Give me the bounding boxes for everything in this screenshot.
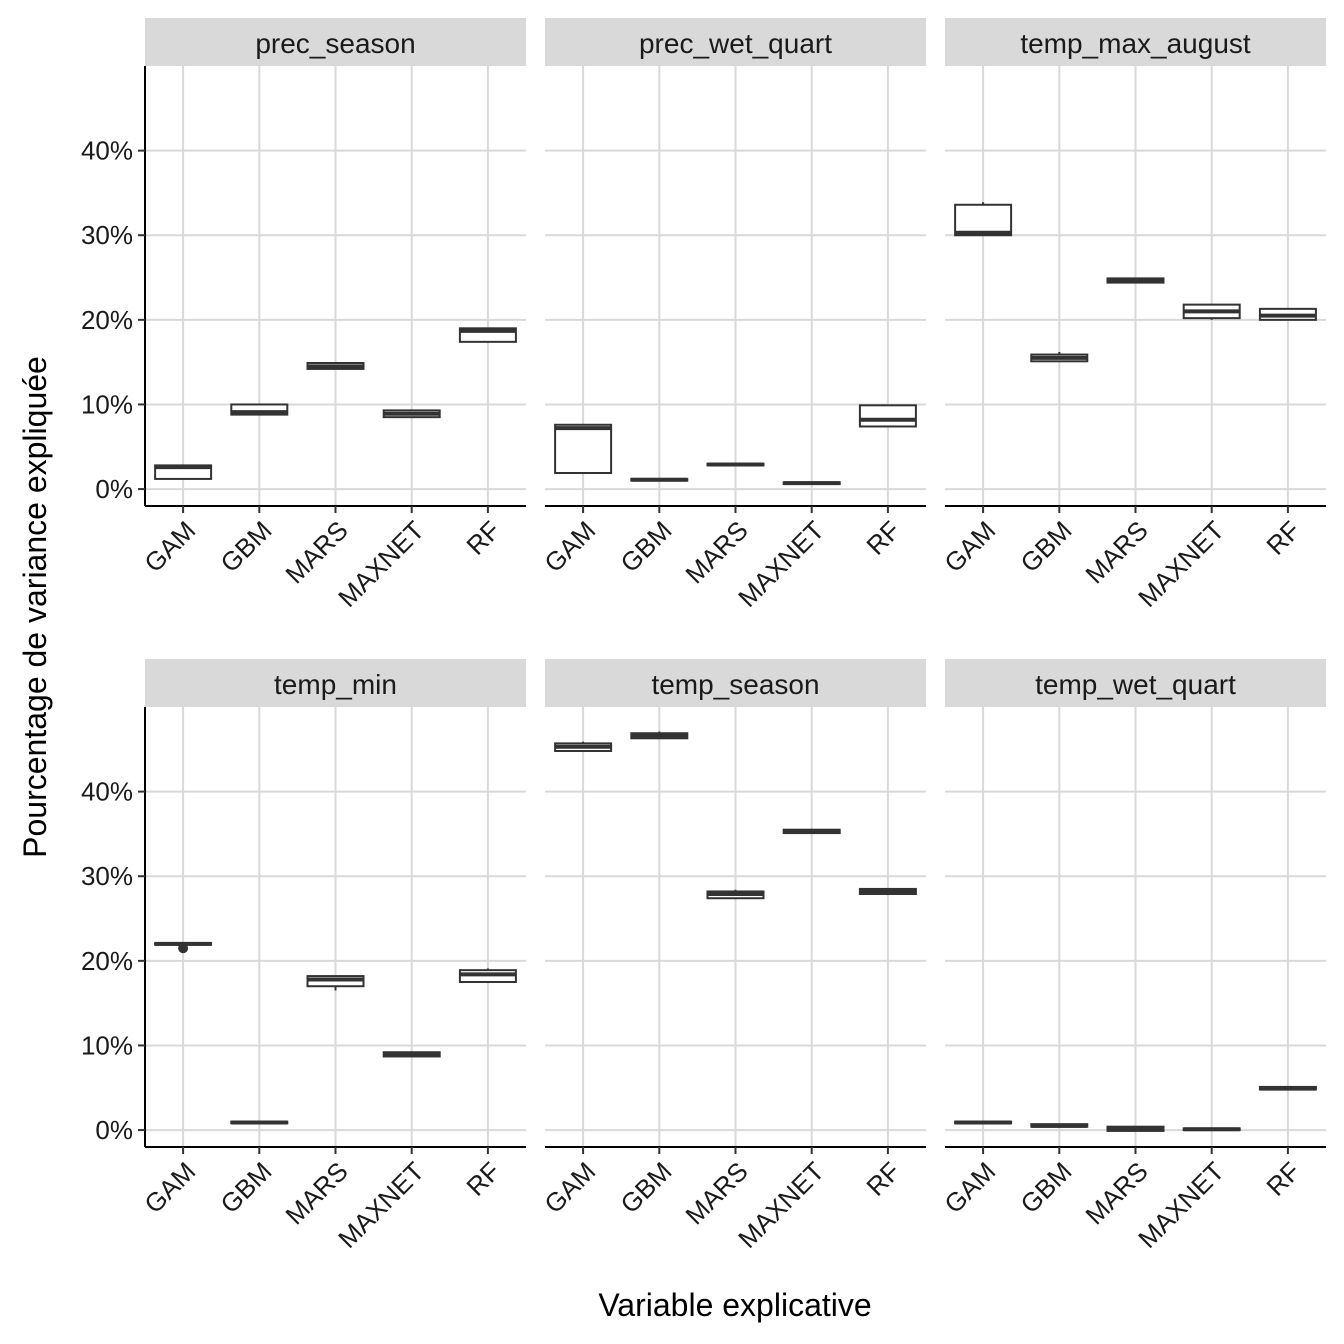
y-tick-label: 40% [81, 136, 133, 166]
box-MAXNET [382, 409, 441, 419]
box-GBM [230, 1120, 289, 1125]
panel-strip [945, 18, 1326, 66]
panel-strip-label: prec_season [255, 28, 415, 59]
box-iqr [858, 404, 917, 428]
box-GBM [630, 731, 689, 740]
panel-strip-label: temp_season [651, 669, 819, 700]
y-tick-label: 10% [81, 389, 133, 419]
x-axis-title: Variable explicative [598, 1287, 871, 1323]
box-GBM [1030, 1123, 1089, 1128]
y-tick-label: 40% [81, 777, 133, 807]
panel-strip [545, 18, 926, 66]
panel-strip-label: temp_min [274, 669, 397, 700]
box-MAXNET [782, 828, 841, 835]
box-MAXNET [1182, 1127, 1241, 1132]
y-axis-title: Pourcentage de variance expliquée [17, 356, 53, 858]
box-iqr [954, 203, 1013, 237]
outlier-point [178, 943, 189, 954]
box-RF [858, 887, 917, 896]
box-RF [458, 327, 517, 343]
box-iqr [554, 423, 613, 474]
box-GBM [630, 477, 689, 482]
box-MAXNET [782, 481, 841, 486]
y-tick-label: 20% [81, 305, 133, 335]
box-MARS [1106, 277, 1165, 284]
box-GAM [154, 464, 213, 480]
box-GAM [154, 941, 213, 954]
y-tick-label: 0% [95, 1115, 133, 1145]
y-tick-label: 0% [95, 474, 133, 504]
box-MARS [706, 889, 765, 900]
box-MARS [306, 975, 365, 991]
box-RF [858, 404, 917, 428]
box-RF [1258, 307, 1317, 321]
panel-strip-label: temp_wet_quart [1035, 669, 1236, 700]
box-RF [458, 968, 517, 984]
box-GAM [554, 423, 613, 474]
box-GAM [954, 1120, 1013, 1125]
y-tick-label: 30% [81, 220, 133, 250]
box-MARS [706, 462, 765, 467]
box-MAXNET [1182, 303, 1241, 320]
panel-strip [145, 659, 526, 707]
panel-strip [545, 659, 926, 707]
box-GBM [1030, 352, 1089, 363]
y-tick-label: 10% [81, 1030, 133, 1060]
box-MAXNET [382, 1051, 441, 1058]
box-GBM [230, 403, 289, 416]
box-GAM [954, 202, 1013, 237]
box-MARS [306, 362, 365, 370]
panel-strip [945, 659, 1326, 707]
y-tick-label: 30% [81, 861, 133, 891]
panel-strip [145, 18, 526, 66]
box-GAM [554, 741, 613, 753]
panel-strip-label: prec_wet_quart [639, 28, 832, 59]
box-RF [1258, 1085, 1317, 1091]
box-iqr [230, 403, 289, 416]
panel-strip-label: temp_max_august [1020, 28, 1251, 59]
box-MARS [1106, 1125, 1165, 1132]
y-tick-label: 20% [81, 946, 133, 976]
